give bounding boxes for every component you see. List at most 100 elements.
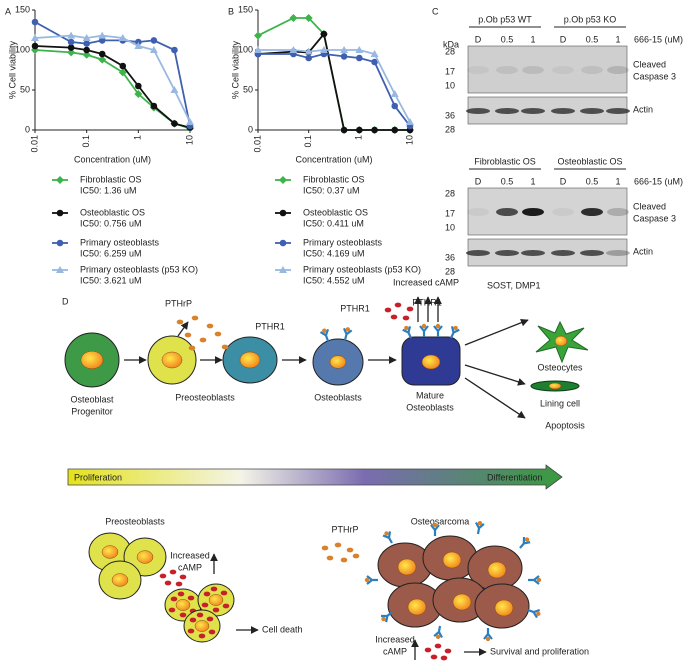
camp-label: Increased [170, 550, 210, 560]
point [67, 44, 75, 51]
point [82, 50, 91, 59]
nucleus [239, 351, 261, 369]
y-tick-label: 150 [238, 4, 253, 14]
receptor [475, 520, 485, 535]
kda-marker: 10 [445, 80, 455, 90]
band [466, 108, 490, 114]
fate-label: Apoptosis [545, 420, 585, 430]
point [320, 30, 328, 38]
band [496, 208, 518, 216]
nucleus [397, 558, 417, 576]
point [67, 31, 76, 39]
legend-ic50: IC50: 0.37 uM [303, 185, 360, 195]
point [98, 55, 107, 64]
camp-label: Increased [375, 634, 415, 644]
receptor [528, 575, 542, 585]
blot-header: Osteoblastic OS [557, 156, 622, 166]
ligand [453, 325, 458, 331]
point [98, 37, 106, 44]
point [406, 118, 414, 125]
lane-label: D [475, 34, 482, 44]
y-tick-label: 50 [20, 84, 30, 94]
kda-marker: 10 [445, 222, 455, 232]
x-tick-label: 10 [184, 135, 194, 145]
nucleus [421, 354, 441, 370]
molecule [384, 307, 392, 313]
blot-header: Fibroblastic OS [474, 156, 536, 166]
point [371, 126, 378, 134]
x-axis-label: Concentration (uM) [295, 154, 372, 164]
nucleus [548, 382, 562, 390]
molecule [394, 302, 402, 308]
molecule [179, 612, 187, 618]
point [371, 58, 378, 66]
nucleus [194, 620, 210, 632]
stage-label: Progenitor [71, 406, 113, 416]
section-title: Osteosarcoma [411, 516, 470, 526]
point [340, 46, 349, 53]
molecule [203, 591, 211, 597]
kda-marker: 36 [445, 110, 455, 120]
lane-label: 1 [530, 176, 535, 186]
y-axis-label: % Cell viability [230, 40, 240, 99]
point [355, 46, 364, 53]
receptor-arm [483, 628, 493, 640]
blot-header: p.Ob p53 KO [564, 14, 617, 24]
receptor [364, 575, 378, 585]
legend-marker [279, 266, 287, 273]
y-tick-label: 100 [238, 44, 253, 54]
y-tick-label: 0 [25, 124, 30, 134]
kda-marker: 28 [445, 46, 455, 56]
point [31, 34, 39, 41]
lane-label: 0.5 [501, 176, 514, 186]
x-tick-label: 0.01 [252, 135, 262, 153]
y-tick-label: 150 [15, 4, 30, 14]
molecule [214, 331, 222, 337]
ligand [345, 327, 351, 332]
nucleus [111, 573, 129, 587]
molecule [390, 314, 398, 320]
panel-letter: D [62, 296, 69, 306]
lane-label: 1 [530, 34, 535, 44]
legend-ic50: IC50: 0.411 uM [303, 218, 364, 228]
ligand [364, 577, 370, 583]
lane-label: D [560, 34, 567, 44]
gradient-label: Proliferation [74, 472, 122, 482]
legend-marker [279, 209, 287, 217]
legend-marker [56, 239, 64, 247]
band [606, 250, 630, 256]
legend-label: Primary osteoblasts (p53 KO) [303, 264, 421, 274]
legend-label: Osteoblastic OS [303, 207, 368, 217]
point [370, 50, 379, 57]
nucleus [452, 593, 472, 611]
point [82, 34, 91, 41]
band [581, 208, 603, 216]
nucleus [442, 551, 462, 569]
receptor [433, 323, 443, 337]
ligand [322, 328, 327, 333]
ligand [435, 323, 441, 329]
section-title: Preosteoblasts [105, 516, 165, 526]
molecule [201, 602, 209, 608]
band-label: Actin [633, 246, 653, 256]
panel-letter: C [432, 6, 439, 16]
receptor [342, 327, 353, 341]
band [466, 250, 490, 256]
molecule [444, 648, 452, 654]
nucleus [175, 599, 191, 611]
receptor-label: PTHR1 [255, 321, 285, 331]
molecule [170, 596, 178, 602]
kda-label: kDa [443, 39, 459, 49]
molecule [189, 617, 197, 623]
arrow [464, 364, 526, 386]
x-tick-label: 1 [133, 135, 143, 140]
receptor-arm [528, 575, 540, 585]
ligand [421, 323, 427, 329]
receptor-arm [366, 575, 378, 585]
point [118, 68, 127, 77]
point [254, 31, 262, 40]
legend-ic50: IC50: 4.552 uM [303, 275, 365, 285]
kda-marker: 17 [445, 66, 455, 76]
lane-label: 0.5 [586, 34, 599, 44]
